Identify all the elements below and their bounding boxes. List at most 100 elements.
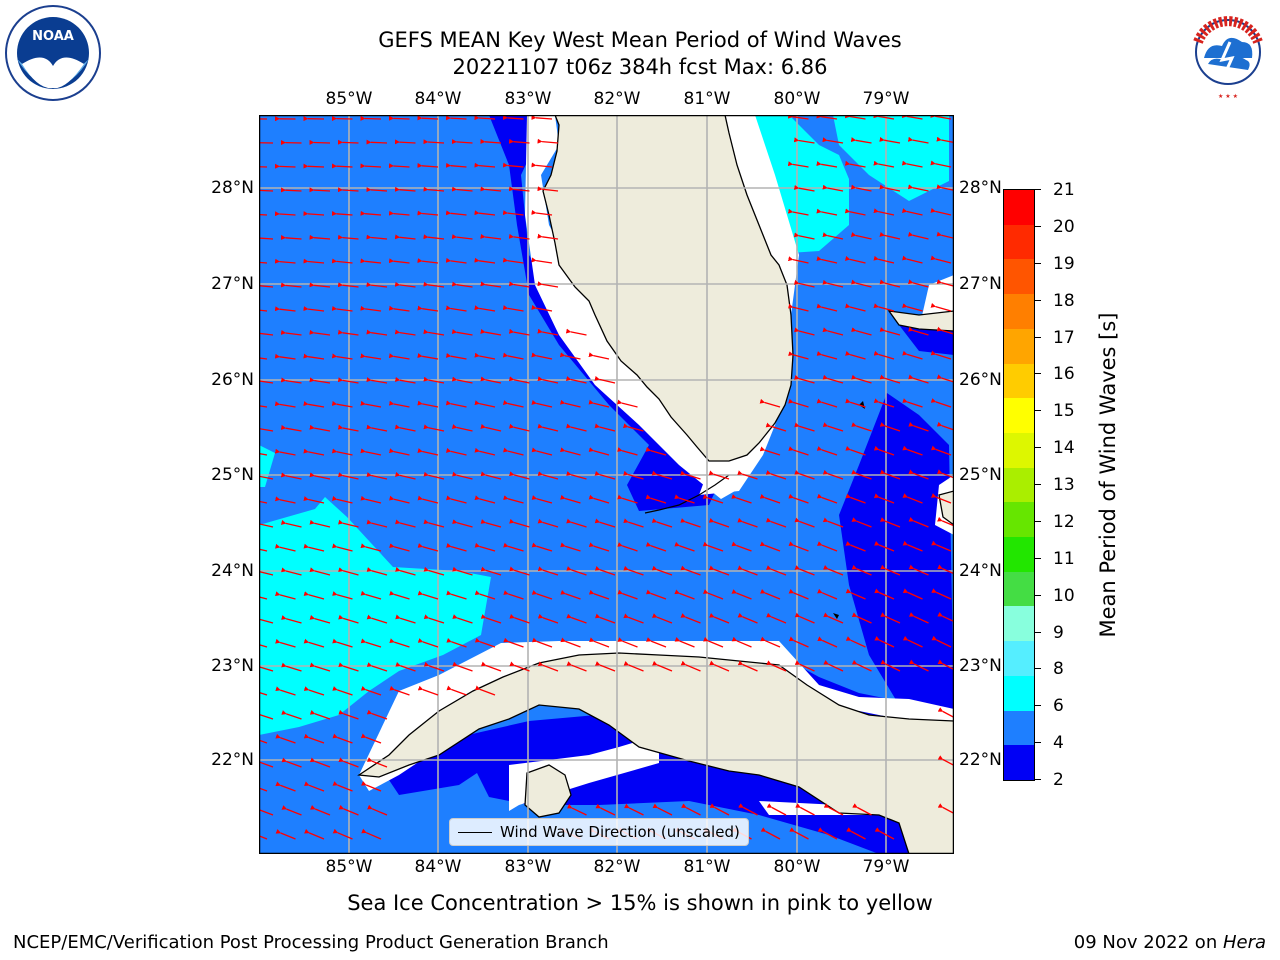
- wind-wave-arrow: [508, 328, 530, 336]
- wind-wave-arrow: [331, 400, 353, 408]
- wind-wave-arrow: [623, 660, 644, 672]
- colorbar-tick: [1034, 336, 1041, 338]
- wind-wave-arrow: [873, 350, 895, 360]
- wind-wave-arrow: [738, 803, 758, 816]
- wind-wave-arrow: [531, 447, 553, 456]
- wind-wave-arrow: [873, 303, 895, 312]
- wind-wave-arrow: [417, 448, 439, 456]
- wind-wave-arrow: [423, 376, 445, 384]
- wind-wave-arrow: [531, 590, 553, 600]
- wind-wave-arrow: [822, 422, 844, 432]
- wind-wave-arrow: [822, 469, 844, 480]
- footer-date-text: 09 Nov 2022 on: [1073, 932, 1223, 953]
- wind-wave-arrow: [874, 540, 895, 552]
- wind-wave-arrow: [337, 424, 359, 432]
- wind-wave-arrow: [474, 542, 496, 552]
- wind-wave-arrow: [274, 448, 296, 456]
- wind-wave-arrow: [388, 258, 410, 264]
- wind-wave-arrow: [394, 139, 416, 145]
- wind-wave-arrow: [508, 281, 530, 288]
- wind-wave-arrow: [766, 803, 787, 816]
- wind-wave-arrow: [823, 803, 844, 816]
- wind-wave-arrow: [423, 614, 445, 624]
- wind-wave-arrow: [360, 733, 382, 744]
- colorbar: [1003, 189, 1035, 781]
- wind-wave-arrow: [822, 374, 844, 384]
- wind-wave-arrow: [366, 614, 388, 624]
- wind-wave-arrow: [417, 210, 439, 216]
- wind-wave-arrow: [332, 543, 353, 552]
- wind-wave-arrow: [502, 115, 524, 121]
- wind-wave-arrow: [423, 661, 445, 672]
- wind-wave-arrow: [446, 685, 467, 696]
- wind-wave-arrow: [474, 495, 496, 504]
- wind-wave-arrow: [274, 353, 296, 360]
- wind-wave-arrow: [908, 564, 929, 576]
- wind-wave-arrow: [907, 184, 929, 192]
- wind-wave-arrow: [281, 662, 302, 672]
- lat-label-left: 27°N: [211, 274, 254, 294]
- legend-line-icon: [458, 831, 492, 833]
- wind-wave-arrow: [565, 328, 587, 336]
- wind-wave-arrow: [423, 329, 445, 336]
- wind-wave-arrow: [880, 564, 901, 576]
- wind-wave-arrow: [594, 470, 616, 480]
- wind-wave-arrow: [594, 375, 616, 384]
- wind-wave-arrow: [508, 233, 530, 240]
- wind-wave-arrow: [759, 398, 781, 408]
- wind-wave-arrow: [908, 279, 929, 288]
- wind-wave-arrow: [680, 470, 701, 480]
- wind-wave-arrow: [816, 446, 838, 456]
- wind-wave-arrow: [851, 659, 872, 672]
- colorbar-swatch: [1004, 641, 1034, 676]
- wind-wave-arrow: [845, 541, 866, 552]
- wind-wave-arrow: [361, 828, 382, 840]
- wind-wave-arrow: [788, 446, 809, 456]
- wind-wave-arrow: [674, 494, 695, 504]
- wind-wave-arrow: [309, 424, 331, 432]
- wind-wave-arrow: [788, 588, 809, 600]
- wind-wave-arrow: [845, 636, 866, 648]
- wind-wave-arrow: [844, 255, 866, 264]
- wind-wave-arrow: [280, 424, 302, 432]
- lon-label-top: 82°W: [593, 89, 641, 109]
- colorbar-swatch: [1004, 190, 1034, 225]
- lat-label-left: 28°N: [211, 178, 254, 198]
- wind-wave-arrow: [452, 566, 473, 576]
- wind-wave-arrow: [303, 258, 325, 264]
- wind-wave-arrow: [846, 827, 866, 840]
- wind-wave-arrow: [851, 517, 872, 528]
- wind-wave-arrow: [309, 234, 331, 240]
- wind-wave-arrow: [794, 612, 815, 624]
- wind-wave-arrow: [816, 541, 838, 552]
- wind-wave-arrow: [331, 353, 353, 360]
- wind-wave-arrow: [389, 543, 410, 552]
- wind-wave-arrow: [303, 211, 325, 217]
- wind-wave-arrow: [531, 637, 553, 648]
- wind-wave-arrow: [423, 519, 445, 528]
- wind-wave-arrow: [361, 780, 382, 792]
- wind-wave-arrow: [788, 636, 809, 648]
- wind-wave-arrow: [879, 184, 901, 192]
- wind-wave-arrow: [503, 542, 524, 552]
- wind-wave-arrow: [451, 186, 473, 192]
- wind-wave-arrow: [931, 540, 952, 552]
- wind-wave-arrow: [873, 160, 895, 168]
- wind-wave-arrow: [930, 302, 952, 312]
- wind-wave-arrow: [902, 255, 923, 264]
- wind-wave-arrow: [737, 565, 758, 576]
- wind-wave-arrow: [873, 398, 895, 408]
- wind-wave-arrow: [624, 803, 644, 816]
- wind-wave-arrow: [274, 163, 296, 169]
- wind-wave-arrow: [537, 328, 559, 336]
- wind-wave-arrow: [645, 541, 667, 552]
- wind-wave-arrow: [737, 517, 758, 528]
- wind-wave-arrow: [623, 518, 644, 528]
- wind-wave-arrow: [936, 374, 954, 383]
- wind-wave-arrow: [902, 493, 923, 504]
- wind-wave-arrow: [793, 137, 815, 144]
- wind-wave-arrow: [902, 303, 923, 312]
- wind-wave-arrow: [845, 445, 866, 456]
- lat-label-right: 26°N: [959, 370, 1002, 390]
- wind-wave-arrow: [259, 189, 274, 192]
